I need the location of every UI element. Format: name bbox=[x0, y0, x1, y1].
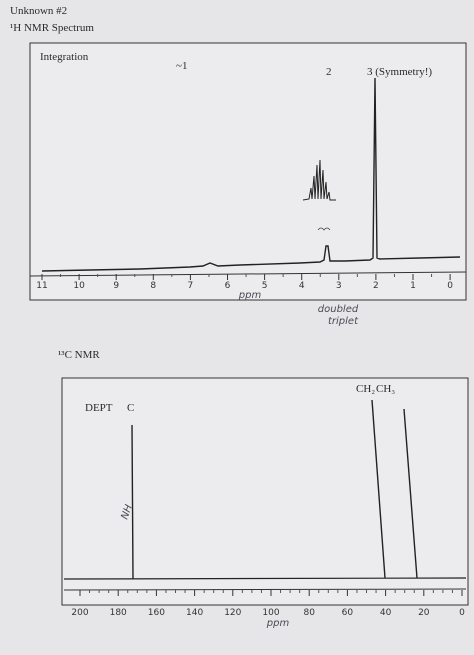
axis-tick-label: 200 bbox=[71, 608, 88, 618]
doc-subtitle: ¹H NMR Spectrum bbox=[10, 22, 94, 34]
integration-label: Integration bbox=[40, 51, 89, 63]
axis-tick-label: 2 bbox=[373, 281, 379, 291]
expansion-mark bbox=[317, 227, 331, 231]
integration-3: 3 (Symmetry!) bbox=[367, 66, 432, 78]
c-peak-ch3 bbox=[403, 408, 418, 579]
c-baseline bbox=[63, 577, 467, 580]
peak-label-ch2: CH₂ bbox=[356, 383, 375, 395]
axis-tick-label: 160 bbox=[148, 608, 165, 618]
axis-tick-label: 9 bbox=[113, 281, 119, 291]
c-axis-line bbox=[63, 588, 467, 591]
axis-tick-label: 1 bbox=[410, 281, 416, 291]
h-spectrum-trace bbox=[41, 77, 461, 272]
doc-title: Unknown #2 bbox=[10, 5, 67, 17]
peak-label-c: C bbox=[127, 402, 134, 414]
axis-tick-label: 4 bbox=[299, 281, 305, 291]
h-nmr-frame bbox=[29, 42, 467, 301]
h-axis: 11 10 9 8 7 6 5 4 3 2 1 0 bbox=[36, 274, 453, 291]
annotation-line-1: doubled bbox=[318, 304, 359, 315]
axis-tick-label: 180 bbox=[110, 608, 127, 618]
axis-tick-label: 40 bbox=[380, 608, 392, 618]
axis-tick-label: 5 bbox=[262, 281, 268, 291]
nh-annotation: NH bbox=[119, 503, 135, 521]
annotation-line-2: triplet bbox=[328, 316, 359, 327]
dept-label: DEPT bbox=[85, 402, 113, 414]
axis-tick-label: 80 bbox=[303, 608, 315, 618]
integration-2: 2 bbox=[326, 66, 332, 78]
c-peak-ch2 bbox=[371, 399, 386, 579]
h-axis-label: ppm bbox=[238, 290, 262, 301]
axis-tick-label: 140 bbox=[186, 608, 203, 618]
axis-tick-label: 6 bbox=[225, 281, 231, 291]
c-axis: 200 180 160 140 120 100 80 60 40 20 0 bbox=[71, 590, 465, 618]
axis-tick-label: 3 bbox=[336, 281, 342, 291]
axis-tick-label: 10 bbox=[73, 281, 85, 291]
axis-tick-label: 120 bbox=[224, 608, 241, 618]
c-nmr-title: ¹³C NMR bbox=[58, 349, 100, 361]
c-axis-label: ppm bbox=[266, 618, 290, 629]
h-axis-line bbox=[29, 271, 467, 277]
c-nmr-frame bbox=[61, 377, 469, 606]
integration-1: ~1 bbox=[176, 60, 187, 72]
axis-tick-label: 0 bbox=[447, 281, 453, 291]
axis-tick-label: 8 bbox=[150, 281, 156, 291]
axis-tick-label: 11 bbox=[36, 281, 47, 291]
axis-tick-label: 60 bbox=[342, 608, 354, 618]
axis-tick-label: 100 bbox=[262, 608, 279, 618]
c-peak-quaternary bbox=[131, 424, 134, 580]
axis-tick-label: 7 bbox=[188, 281, 194, 291]
peak-label-ch3: CH₃ bbox=[376, 383, 395, 395]
axis-tick-label: 20 bbox=[418, 608, 430, 618]
multiplet-expansion bbox=[302, 159, 336, 201]
axis-tick-label: 0 bbox=[459, 608, 465, 618]
